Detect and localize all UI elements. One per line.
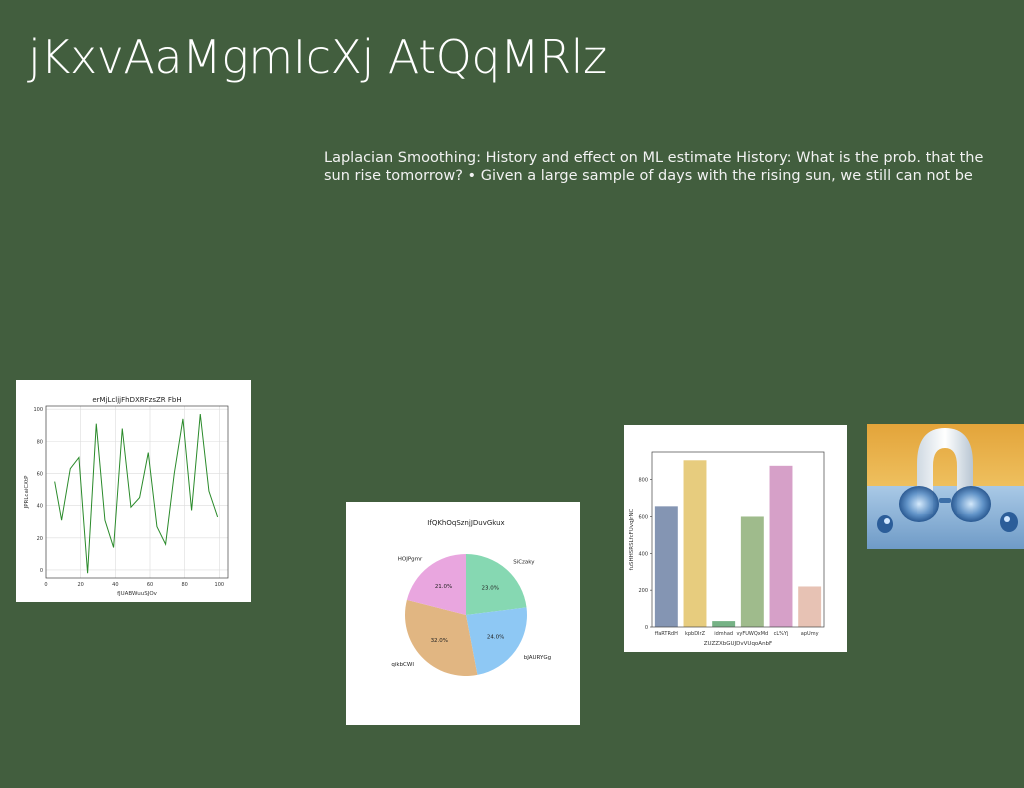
slice-label: bJAURYGg [524,655,551,661]
bar-chart-panel: 0 200 400 600 800 ffaRTRdH kpbDIrZ idmhad vyFUWQ… [624,425,847,652]
x-tick-label: apUmy [801,631,819,637]
y-tick-label: 400 [638,551,648,557]
slice-percent: 21.0% [435,584,452,590]
y-tick-label: 0 [40,568,43,574]
series-line [54,413,219,574]
slice-percent: 24.0% [487,635,504,641]
chart-title: IfQKhOqSznjJDuvGkux [427,519,504,527]
pie-slice [466,607,527,675]
slice-label: SiCzaky [513,559,535,565]
bar-chart: 0 200 400 600 800 ffaRTRdH kpbDIrZ idmhad vyFUWQ… [629,451,825,647]
x-tick-label: 60 [147,582,153,588]
magnet-glasses-image [867,424,1024,549]
pie-slice [466,554,527,615]
y-axis-label: fuSHHSRSLfcFUvqJrNC [629,508,635,570]
pie-slice [405,599,478,676]
slice-percent: 32.0% [431,638,448,644]
x-tick-label: 20 [77,582,83,588]
y-tick-label: 20 [37,536,43,542]
y-tick-label: 100 [33,407,43,413]
y-tick-label: 600 [638,514,648,520]
y-tick-label: 200 [638,588,648,594]
bar [683,460,707,627]
line-chart: erMjLcljjFhDXRFzsZR FbH 0 20 40 60 80 100 0 20 40… [24,396,229,597]
bar [712,621,736,627]
x-tick-label: kpbDIrZ [685,631,706,637]
x-tick-label: vyFUWQxMd [736,631,768,637]
slide-body-text: Laplacian Smoothing: History and effect … [324,150,984,184]
x-tick-label: 100 [215,582,225,588]
plot-frame [45,405,229,579]
x-tick-label: idmhad [714,631,733,637]
pie-slice [406,554,466,615]
line-chart-panel: erMjLcljjFhDXRFzsZR FbH 0 20 40 60 80 100 0 20 40… [16,380,251,602]
x-tick-label: 40 [112,582,118,588]
bar [654,506,678,627]
y-tick-label: 80 [37,439,43,445]
slide-title: jKxvAaMgmIcXj AtQqMRlz [28,30,607,84]
product-photo [867,424,1024,549]
slice-label: qikbCWI [391,662,414,668]
x-tick-label: cL%Yj [774,631,789,637]
x-axis-label: fJUABWuuSJOv [117,591,158,597]
bar [769,465,793,627]
slice-percent: 23.0% [481,586,498,592]
x-tick-label: ffaRTRdH [655,631,678,637]
y-tick-label: 60 [37,472,43,478]
plot-frame [651,451,825,628]
x-tick-label: 0 [44,582,47,588]
y-tick-label: 800 [638,478,648,484]
x-tick-label: 80 [181,582,187,588]
x-axis-label: ZUZZXbGUJDvVUqoAnbF [704,641,772,647]
chart-title: erMjLcljjFhDXRFzsZR FbH [92,396,181,404]
y-tick-label: 40 [37,504,43,510]
bar [740,516,764,627]
bar [798,586,822,627]
y-tick-label: 0 [645,625,648,631]
pie-chart-panel: IfQKhOqSznjJDuvGkux 23.0% SiCzaky 24.0% bJAU… [346,502,580,725]
pie-chart: IfQKhOqSznjJDuvGkux 23.0% SiCzaky 24.0% bJAU… [391,519,551,676]
slice-label: HOJPgmr [398,557,423,563]
y-axis-label: JPRLcaiCXtP [24,475,30,510]
